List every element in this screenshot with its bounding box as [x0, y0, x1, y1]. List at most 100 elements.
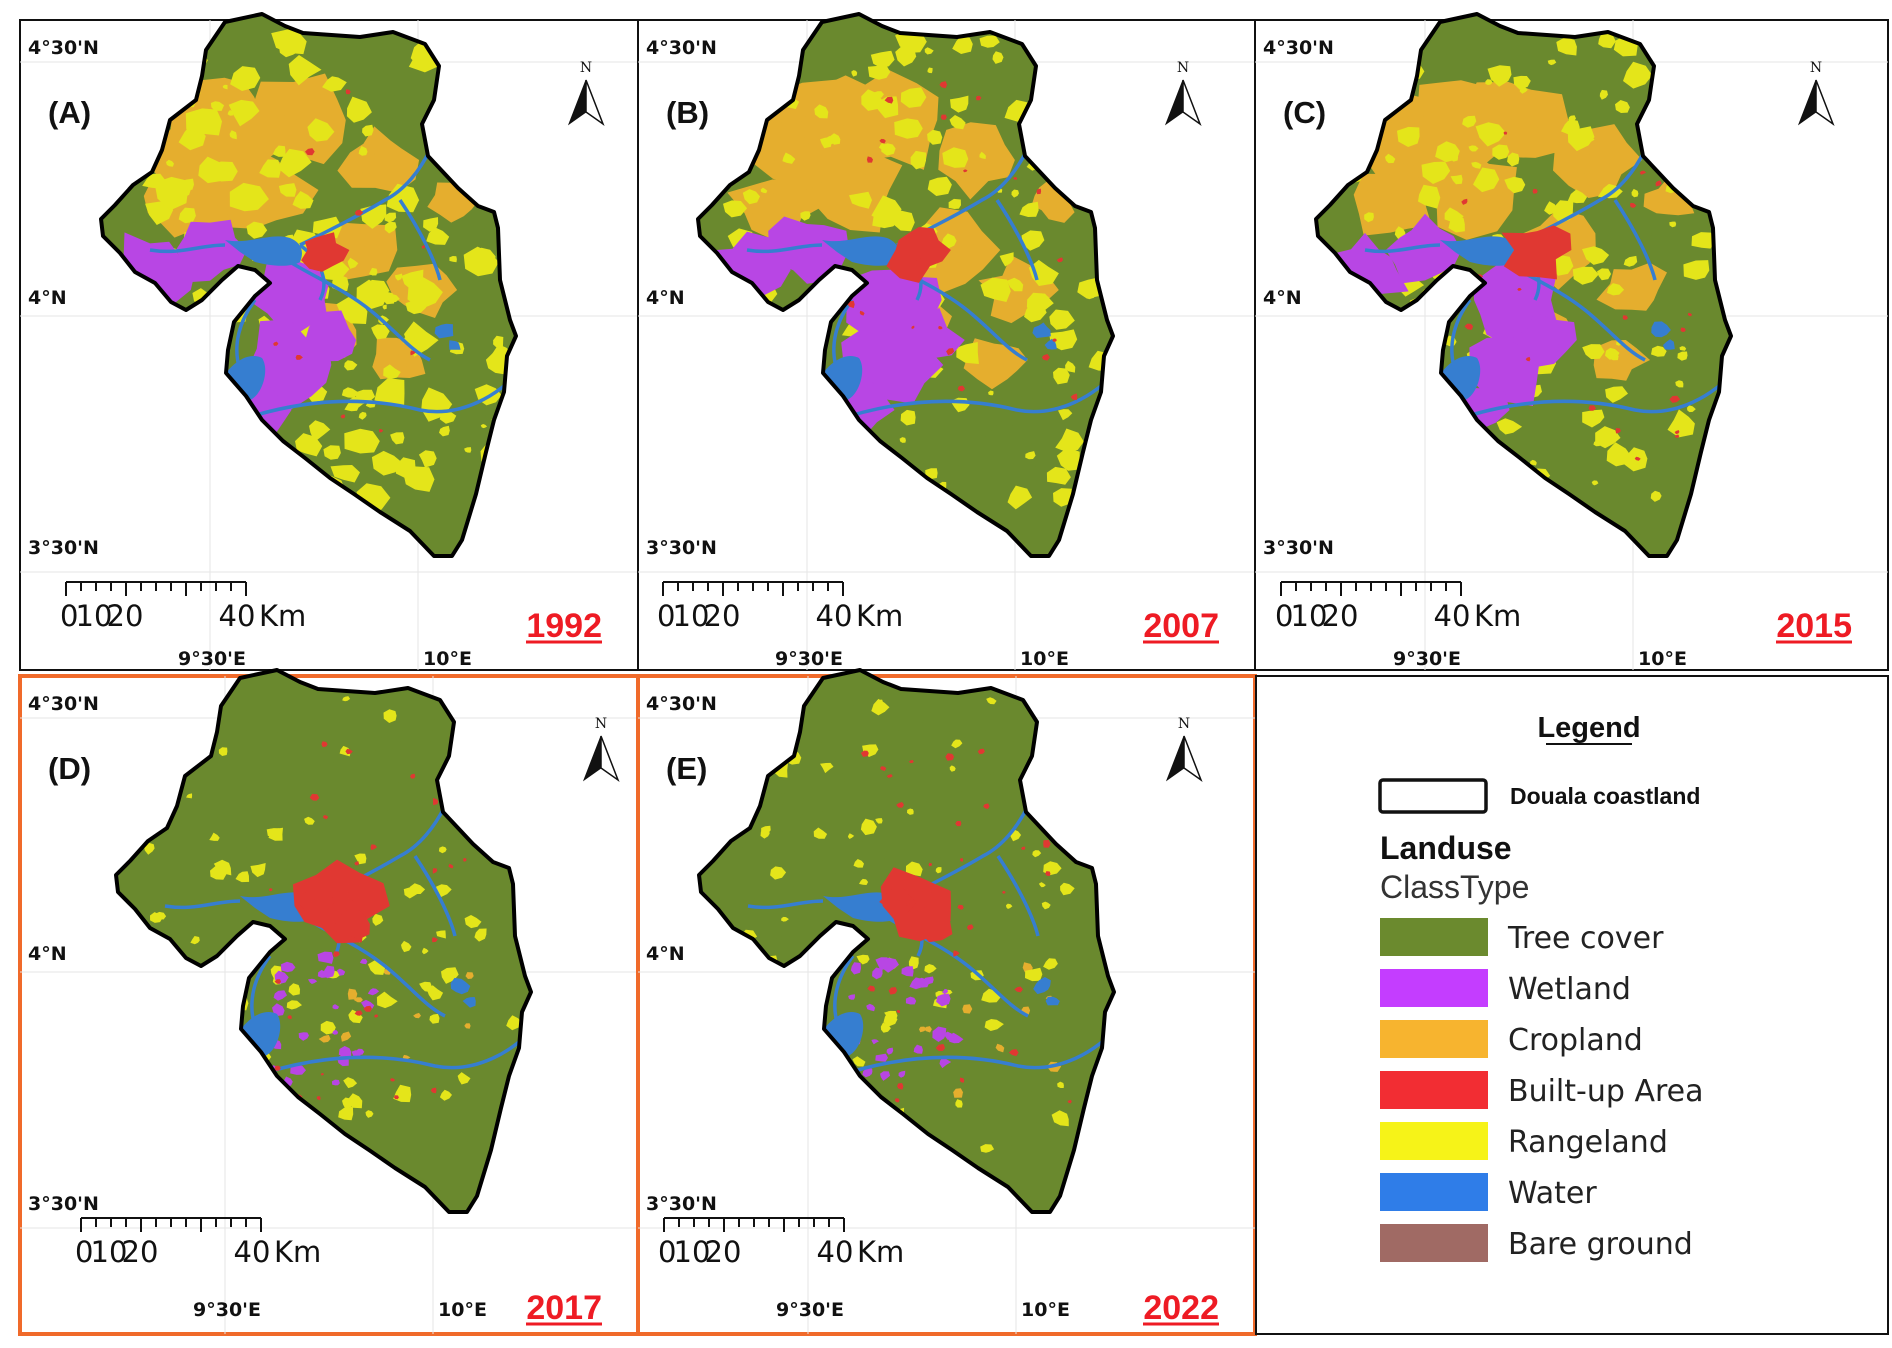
north-arrow-icon: N: [1164, 60, 1202, 127]
lon-label-left: 9°30'E: [776, 1299, 844, 1321]
panel-letter: (E): [666, 751, 707, 786]
legend-title: Legend: [1537, 712, 1640, 744]
legend-item-tree-cover: Tree cover: [1380, 918, 1664, 956]
douala-coastland-boundary: [99, 12, 518, 558]
legend-item-label: Built-up Area: [1508, 1074, 1703, 1109]
legend-item-label: Tree cover: [1507, 921, 1664, 956]
lon-label-right: 10°E: [423, 648, 472, 670]
scale-tick-label: 0: [1275, 599, 1293, 633]
legend-swatch: [1380, 918, 1488, 956]
scale-tick-label: 20: [1322, 599, 1359, 633]
legend-swatch: [1380, 1071, 1488, 1109]
legend-swatch: [1380, 969, 1488, 1007]
legend-swatch: [1380, 1020, 1488, 1058]
lat-label-top: 4°30'N: [28, 37, 99, 59]
panel-letter: (C): [1283, 95, 1326, 130]
scale-tick-label: 0: [657, 599, 675, 633]
lon-label-left: 9°30'E: [1393, 648, 1461, 670]
legend-item-label: Water: [1508, 1176, 1597, 1211]
scale-tick-label: 40: [1434, 599, 1471, 633]
year-label: 2007: [1143, 607, 1219, 645]
legend-item-label: Bare ground: [1508, 1227, 1693, 1262]
lon-label-right: 10°E: [1020, 648, 1069, 670]
panel-letter: (D): [48, 751, 91, 786]
scale-tick-label: 40: [816, 599, 853, 633]
scale-tick-label: 10: [673, 599, 710, 633]
lat-label-top: 4°30'N: [646, 37, 717, 59]
lat-label-bottom: 3°30'N: [28, 537, 99, 559]
lat-label-mid: 4°N: [646, 943, 685, 965]
lat-label-mid: 4°N: [646, 287, 685, 309]
boundary-swatch: [1378, 778, 1488, 814]
north-arrow-icon: N: [1797, 60, 1835, 127]
land-use-map: [697, 668, 1116, 1214]
legend-item-built-up: Built-up Area: [1380, 1071, 1703, 1109]
legend-item-wetland: Wetland: [1380, 969, 1631, 1007]
year-label: 2022: [1143, 1289, 1219, 1327]
lat-label-bottom: 3°30'N: [646, 1193, 717, 1215]
lat-label-mid: 4°N: [28, 943, 67, 965]
scale-unit-label: Km: [274, 1235, 321, 1269]
lon-label-left: 9°30'E: [178, 648, 246, 670]
douala-coastland-boundary: [697, 668, 1116, 1214]
landuse-group-title: Landuse: [1380, 830, 1512, 866]
lon-label-right: 10°E: [1021, 1299, 1070, 1321]
lat-label-bottom: 3°30'N: [1263, 537, 1334, 559]
scale-tick-label: 10: [76, 599, 113, 633]
legend-frame: [1255, 675, 1889, 1335]
legend-swatch: [1380, 1224, 1488, 1262]
legend-item-label: Wetland: [1508, 972, 1631, 1007]
scale-tick-label: 20: [705, 1235, 742, 1269]
scale-tick-label: 0: [75, 1235, 93, 1269]
lat-label-mid: 4°N: [28, 287, 67, 309]
lat-label-bottom: 3°30'N: [646, 537, 717, 559]
douala-coastland-boundary: [1314, 12, 1733, 558]
boundary-label: Douala coastland: [1510, 783, 1700, 809]
land-use-map: [1314, 12, 1733, 558]
scale-tick-label: 0: [60, 599, 78, 633]
legend-item-label: Rangeland: [1508, 1125, 1668, 1160]
scale-unit-label: Km: [1474, 599, 1521, 633]
legend-item-water: Water: [1380, 1173, 1597, 1211]
classtype-subtitle: ClassType: [1380, 869, 1529, 905]
lat-label-top: 4°30'N: [646, 693, 717, 715]
legend-panel: Legend Douala coastland Landuse ClassTyp…: [1255, 675, 1889, 1335]
year-label: 2017: [526, 1289, 602, 1327]
year-label: 1992: [526, 607, 602, 645]
lon-label-left: 9°30'E: [775, 648, 843, 670]
scale-tick-label: 40: [234, 1235, 271, 1269]
legend-swatch: [1380, 1122, 1488, 1160]
scale-unit-label: Km: [857, 1235, 904, 1269]
land-use-map: [99, 12, 518, 558]
svg-text:N: N: [1810, 60, 1822, 76]
lat-label-bottom: 3°30'N: [28, 1193, 99, 1215]
land-use-map: [696, 12, 1115, 558]
scale-tick-label: 20: [122, 1235, 159, 1269]
scale-unit-label: Km: [856, 599, 903, 633]
svg-text:N: N: [1177, 60, 1189, 76]
scale-tick-label: 20: [704, 599, 741, 633]
lon-label-left: 9°30'E: [193, 1299, 261, 1321]
lon-label-right: 10°E: [438, 1299, 487, 1321]
scale-tick-label: 10: [674, 1235, 711, 1269]
legend-item-label: Cropland: [1508, 1023, 1643, 1058]
legend-item-cropland: Cropland: [1380, 1020, 1643, 1058]
douala-coastland-boundary: [114, 668, 533, 1214]
scale-tick-label: 10: [1291, 599, 1328, 633]
land-use-map: [114, 668, 533, 1214]
north-arrow-icon: N: [1165, 716, 1203, 783]
north-arrow-icon: N: [582, 716, 620, 783]
svg-text:N: N: [580, 60, 592, 76]
year-label: 2015: [1776, 607, 1852, 645]
legend-swatch: [1380, 1173, 1488, 1211]
